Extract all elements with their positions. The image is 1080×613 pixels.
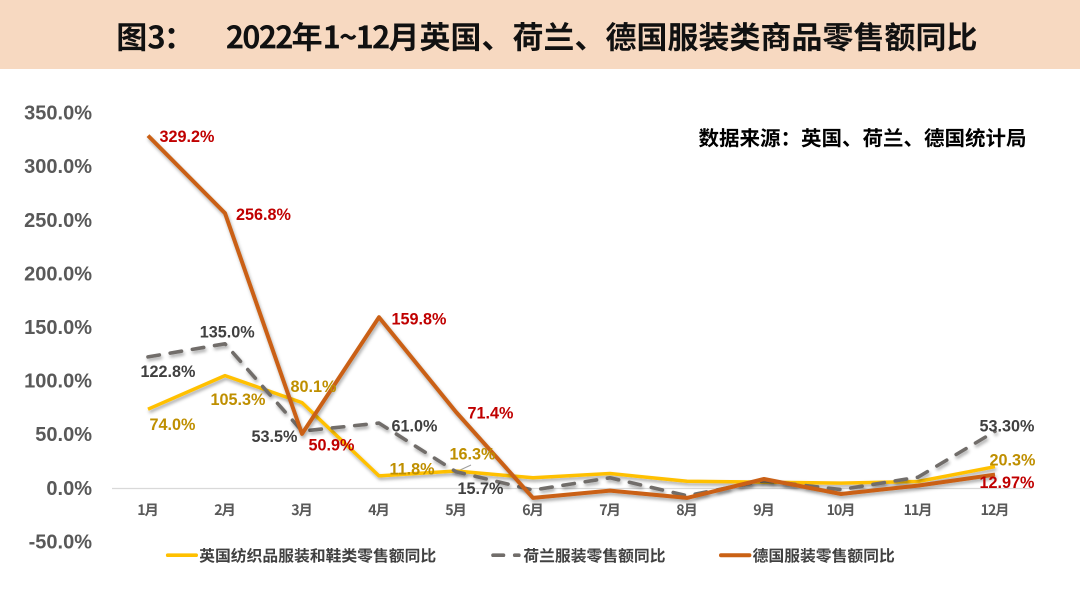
svg-text:200.0%: 200.0% — [24, 263, 92, 285]
svg-text:135.0%: 135.0% — [200, 324, 255, 342]
svg-text:74.0%: 74.0% — [150, 416, 196, 434]
svg-text:0.0%: 0.0% — [46, 478, 92, 500]
svg-text:50.9%: 50.9% — [309, 436, 355, 454]
svg-text:80.1%: 80.1% — [291, 378, 337, 396]
svg-text:159.8%: 159.8% — [392, 310, 447, 328]
svg-text:250.0%: 250.0% — [24, 210, 92, 232]
svg-text:11.8%: 11.8% — [390, 461, 435, 479]
svg-text:256.8%: 256.8% — [236, 206, 291, 224]
svg-text:150.0%: 150.0% — [24, 317, 92, 339]
svg-text:71.4%: 71.4% — [468, 404, 514, 422]
svg-text:329.2%: 329.2% — [160, 128, 215, 146]
svg-text:100.0%: 100.0% — [24, 371, 92, 393]
svg-text:61.0%: 61.0% — [392, 417, 438, 435]
svg-text:50.0%: 50.0% — [35, 424, 92, 446]
svg-text:15.7%: 15.7% — [458, 480, 504, 498]
svg-text:12.97%: 12.97% — [980, 474, 1035, 492]
svg-text:350.0%: 350.0% — [24, 103, 92, 125]
svg-text:300.0%: 300.0% — [24, 156, 92, 178]
svg-text:-50.0%: -50.0% — [29, 531, 93, 553]
svg-text:53.30%: 53.30% — [980, 417, 1035, 435]
svg-text:20.3%: 20.3% — [990, 452, 1036, 470]
svg-text:105.3%: 105.3% — [211, 391, 266, 409]
svg-text:53.5%: 53.5% — [252, 428, 298, 446]
svg-text:122.8%: 122.8% — [141, 363, 196, 381]
svg-text:16.3%: 16.3% — [450, 446, 496, 464]
